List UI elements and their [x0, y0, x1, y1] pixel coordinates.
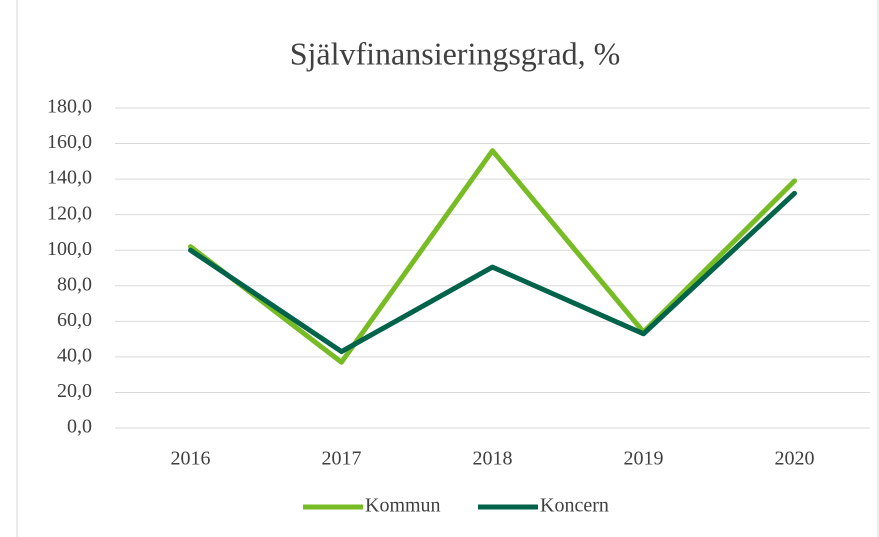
legend-label: Kommun — [365, 495, 441, 517]
series-line — [188, 148, 797, 365]
x-tick-label: 2018 — [473, 448, 513, 470]
y-tick-label: 100,0 — [47, 238, 92, 260]
legend-label: Koncern — [540, 495, 609, 517]
chart-title: Självfinansieringsgrad, % — [290, 35, 621, 71]
y-tick-label: 0,0 — [67, 416, 92, 438]
y-tick-label: 180,0 — [47, 96, 92, 118]
y-tick-label: 140,0 — [47, 167, 92, 189]
x-tick-label: 2017 — [322, 448, 362, 470]
y-tick-label: 40,0 — [57, 344, 92, 366]
series-line — [188, 190, 797, 355]
x-tick-label: 2016 — [171, 448, 211, 470]
x-tick-label: 2020 — [775, 448, 815, 470]
y-tick-label: 60,0 — [57, 309, 92, 331]
chart-frame — [16, 0, 879, 537]
y-tick-label: 20,0 — [57, 380, 92, 402]
x-tick-label: 2019 — [624, 448, 664, 470]
y-tick-label: 120,0 — [47, 202, 92, 224]
y-tick-label: 80,0 — [57, 273, 92, 295]
y-tick-label: 160,0 — [47, 131, 92, 153]
